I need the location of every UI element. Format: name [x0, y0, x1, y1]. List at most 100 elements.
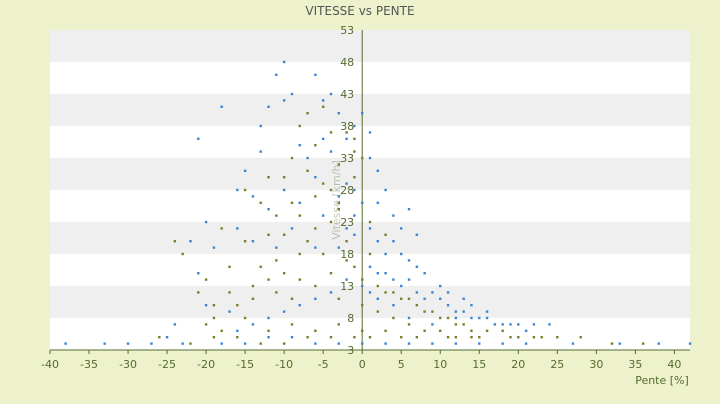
data-point	[376, 297, 380, 300]
data-point	[228, 265, 231, 268]
data-point	[337, 163, 340, 166]
data-point	[353, 336, 356, 339]
data-point	[236, 188, 239, 192]
data-point	[103, 342, 106, 345]
data-point	[392, 278, 395, 281]
data-point	[158, 336, 161, 339]
data-point	[368, 291, 372, 294]
data-point	[290, 92, 294, 96]
data-point	[454, 310, 458, 313]
data-point	[610, 342, 614, 345]
data-point	[353, 176, 356, 179]
plot-band	[50, 222, 690, 254]
data-point	[306, 169, 309, 172]
x-tick-label: -10	[275, 358, 293, 371]
data-point	[282, 342, 286, 345]
data-point	[189, 342, 192, 345]
x-tick-label: 40	[667, 358, 681, 371]
data-point	[353, 137, 356, 140]
data-point	[243, 188, 247, 192]
data-point	[321, 99, 325, 102]
data-point	[212, 336, 216, 339]
data-point	[384, 188, 387, 192]
data-point	[150, 342, 153, 345]
data-point	[368, 220, 372, 224]
data-point	[329, 150, 333, 153]
data-point	[407, 278, 411, 281]
data-point	[243, 342, 247, 345]
data-point	[321, 137, 325, 140]
plot-band	[50, 190, 690, 222]
data-point	[197, 137, 200, 140]
data-point	[446, 304, 450, 307]
data-point	[439, 297, 442, 300]
data-point	[267, 176, 270, 179]
data-point	[259, 150, 262, 153]
data-point	[415, 291, 419, 294]
data-point	[314, 297, 317, 300]
data-point	[462, 297, 465, 300]
data-point	[329, 92, 333, 96]
data-point	[236, 329, 239, 332]
data-point	[446, 336, 450, 339]
y-tick-label: 43	[340, 88, 354, 101]
data-point	[454, 336, 458, 339]
data-point	[423, 297, 426, 300]
data-point	[407, 297, 411, 300]
y-axis-label: Vitesse [km/h]	[330, 160, 343, 240]
data-point	[220, 227, 223, 230]
data-point	[485, 316, 489, 320]
data-point	[337, 297, 340, 300]
data-point	[282, 99, 286, 102]
data-point	[376, 310, 380, 313]
data-point	[571, 342, 575, 345]
data-point	[439, 329, 442, 332]
data-point	[368, 252, 372, 256]
data-point	[517, 323, 520, 326]
data-point	[267, 316, 270, 320]
data-point	[400, 297, 403, 300]
data-point	[298, 214, 301, 217]
data-point	[415, 304, 419, 307]
data-point	[267, 278, 270, 281]
data-point	[384, 291, 387, 294]
data-point	[314, 227, 317, 230]
data-point	[251, 284, 255, 288]
x-tick-label: -15	[236, 358, 254, 371]
data-point	[345, 137, 348, 140]
x-tick-label: 35	[628, 358, 642, 371]
data-point	[243, 169, 247, 172]
data-point	[368, 336, 372, 339]
data-point	[282, 176, 286, 179]
data-point	[337, 112, 340, 115]
x-axis	[49, 349, 690, 354]
y-tick-label: 3	[347, 344, 354, 357]
data-point	[251, 297, 255, 300]
data-point	[290, 156, 294, 160]
data-point	[314, 284, 317, 288]
data-point	[314, 73, 317, 76]
data-point	[329, 291, 333, 294]
x-tick-label: 5	[398, 358, 405, 371]
data-point	[173, 240, 177, 243]
y-tick-label: 13	[340, 280, 354, 293]
x-tick-label: 25	[550, 358, 564, 371]
data-point	[470, 316, 473, 320]
data-point	[337, 195, 340, 198]
data-point	[431, 291, 434, 294]
data-point	[228, 291, 231, 294]
data-point	[384, 272, 387, 275]
data-point	[345, 182, 348, 185]
data-point	[641, 342, 645, 345]
data-point	[314, 144, 317, 147]
data-point	[446, 291, 450, 294]
data-point	[306, 240, 309, 243]
data-point	[478, 316, 481, 320]
y-tick-label: 23	[340, 216, 354, 229]
data-point	[384, 252, 387, 256]
data-point	[228, 310, 231, 313]
data-point	[298, 278, 301, 281]
data-point	[337, 342, 340, 345]
